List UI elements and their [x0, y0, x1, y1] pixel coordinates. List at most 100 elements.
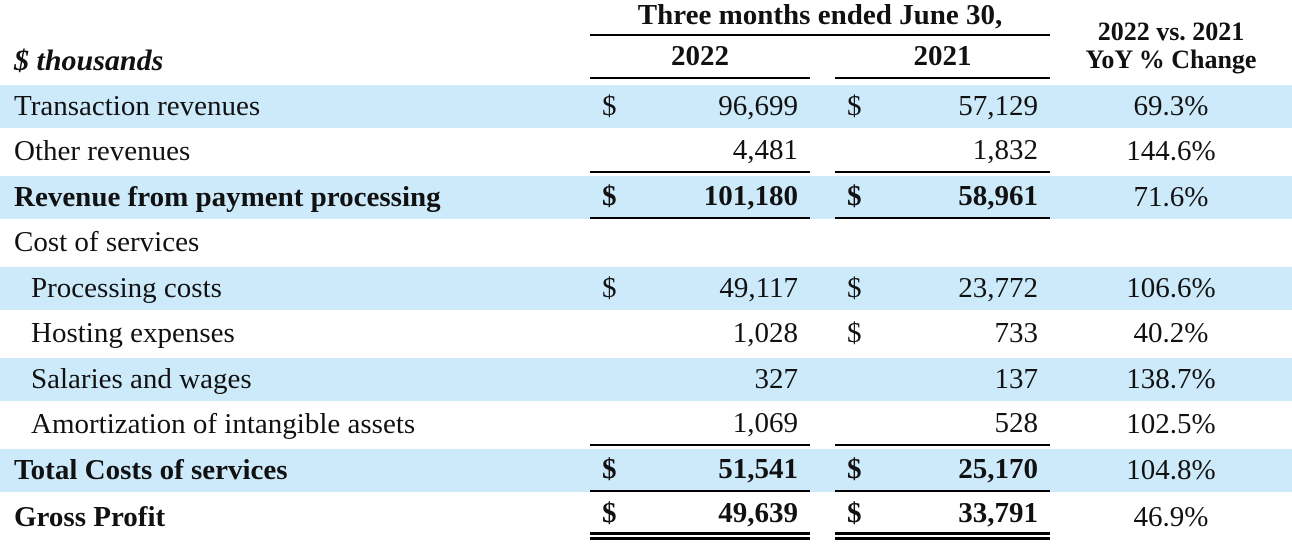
yoy-value: 138.7% [1126, 362, 1216, 395]
row-label: Cost of services [14, 226, 200, 259]
table-header: $ thousands Three months ended June 30, … [0, 0, 1292, 85]
amount-2022: $ 49,639 [590, 495, 810, 540]
currency-symbol-2021: $ [847, 452, 862, 485]
value-2021: 25,170 [958, 452, 1038, 485]
column-gap [810, 131, 835, 174]
value-2022: 1,069 [732, 407, 798, 440]
yoy-column-header: 2022 vs. 2021 YoY % Change [1050, 16, 1292, 85]
value-2021: 57,129 [958, 89, 1038, 122]
row-label: Revenue from payment processing [14, 180, 441, 213]
yoy-value: 102.5% [1126, 408, 1216, 441]
value-2022: 327 [754, 362, 799, 395]
table-body: Transaction revenues $ 96,699 $ 57,129 6… [0, 85, 1292, 540]
table-row: Cost of services [0, 222, 1292, 267]
amount-2022: $ 51,541 [590, 449, 810, 492]
column-gap [810, 36, 835, 79]
amount-2022: 327 [590, 358, 810, 401]
currency-symbol-2022: $ [602, 496, 617, 529]
yoy-value: 69.3% [1133, 89, 1209, 122]
yoy-value: 71.6% [1133, 180, 1209, 213]
value-2022: 96,699 [718, 89, 798, 122]
yoy-value: 104.8% [1126, 453, 1216, 486]
currency-symbol-2022: $ [602, 179, 617, 212]
table-row: Salaries and wages 327 137 138.7% [0, 358, 1292, 404]
row-label: Other revenues [14, 135, 191, 168]
period-header: Three months ended June 30, [590, 0, 1050, 36]
table-row: Processing costs $ 49,117 $ 23,772 106.6… [0, 267, 1292, 313]
currency-symbol-2022: $ [602, 89, 617, 122]
amount-2022: 1,028 [590, 313, 810, 356]
yoy-header-line2: YoY % Change [1085, 45, 1257, 75]
column-header-2022: 2022 [590, 36, 810, 79]
row-label: Hosting expenses [31, 317, 235, 350]
value-2022: 4,481 [732, 134, 798, 167]
value-2022: 1,028 [732, 317, 798, 350]
table-row: Amortization of intangible assets 1,069 … [0, 404, 1292, 449]
amount-2022: 4,481 [590, 131, 810, 173]
value-2021: 733 [994, 317, 1039, 350]
row-label: Processing costs [31, 271, 222, 304]
amount-2021: 528 [835, 404, 1050, 446]
value-2021: 528 [994, 407, 1039, 440]
column-gap [810, 358, 835, 401]
period-column-group: Three months ended June 30, 2022 2021 [590, 0, 1050, 85]
year-headers: 2022 2021 [590, 36, 1050, 85]
value-2022: 49,639 [718, 496, 798, 529]
currency-symbol-2021: $ [847, 179, 862, 212]
amount-2021: $ 25,170 [835, 449, 1050, 492]
table-row: Gross Profit $ 49,639 $ 33,791 46.9% [0, 495, 1292, 541]
amount-2021: 137 [835, 358, 1050, 401]
column-gap [810, 313, 835, 356]
value-2021: 1,832 [972, 134, 1038, 167]
yoy-value: 144.6% [1126, 135, 1216, 168]
amount-2021: 1,832 [835, 131, 1050, 173]
column-gap [810, 85, 835, 128]
currency-symbol-2021: $ [847, 496, 862, 529]
amount-2021: $ 58,961 [835, 176, 1050, 219]
column-gap [810, 222, 835, 265]
currency-symbol-2021: $ [847, 317, 862, 350]
row-label: Amortization of intangible assets [31, 408, 416, 441]
yoy-value: 40.2% [1133, 317, 1209, 350]
table-row: Revenue from payment processing $ 101,18… [0, 176, 1292, 222]
yoy-value [1050, 222, 1292, 265]
amount-2021 [835, 222, 1050, 265]
value-2022: 49,117 [719, 271, 798, 304]
table-row: Transaction revenues $ 96,699 $ 57,129 6… [0, 85, 1292, 131]
table-row: Other revenues 4,481 1,832 144.6% [0, 131, 1292, 176]
column-gap [810, 267, 835, 310]
currency-symbol-2021: $ [847, 271, 862, 304]
value-2021: 58,961 [958, 179, 1038, 212]
row-label: Salaries and wages [31, 362, 252, 395]
amount-2021: $ 33,791 [835, 495, 1050, 540]
yoy-value: 46.9% [1133, 500, 1209, 533]
currency-symbol-2021: $ [847, 89, 862, 122]
row-label: Transaction revenues [14, 89, 261, 122]
amount-2022: $ 49,117 [590, 267, 810, 310]
row-label: Gross Profit [14, 500, 166, 533]
yoy-value: 106.6% [1126, 271, 1216, 304]
column-gap [810, 404, 835, 447]
yoy-header-line1: 2022 vs. 2021 [1097, 16, 1245, 46]
amount-2022: 1,069 [590, 404, 810, 446]
unit-label: $ thousands [14, 44, 164, 77]
currency-symbol-2022: $ [602, 452, 617, 485]
value-2021: 137 [994, 362, 1039, 395]
column-gap [810, 449, 835, 492]
amount-2022: $ 96,699 [590, 85, 810, 128]
table-row: Total Costs of services $ 51,541 $ 25,17… [0, 449, 1292, 495]
table-row: Hosting expenses 1,028 $ 733 40.2% [0, 313, 1292, 358]
amount-2021: $ 23,772 [835, 267, 1050, 310]
column-gap [810, 176, 835, 219]
row-label: Total Costs of services [14, 453, 288, 486]
amount-2022: $ 101,180 [590, 176, 810, 219]
amount-2021: $ 57,129 [835, 85, 1050, 128]
amount-2022 [590, 222, 810, 265]
amount-2021: $ 733 [835, 313, 1050, 356]
column-gap [810, 495, 835, 541]
column-header-2021: 2021 [835, 36, 1050, 79]
currency-symbol-2022: $ [602, 271, 617, 304]
value-2021: 33,791 [958, 496, 1038, 529]
value-2021: 23,772 [958, 271, 1038, 304]
